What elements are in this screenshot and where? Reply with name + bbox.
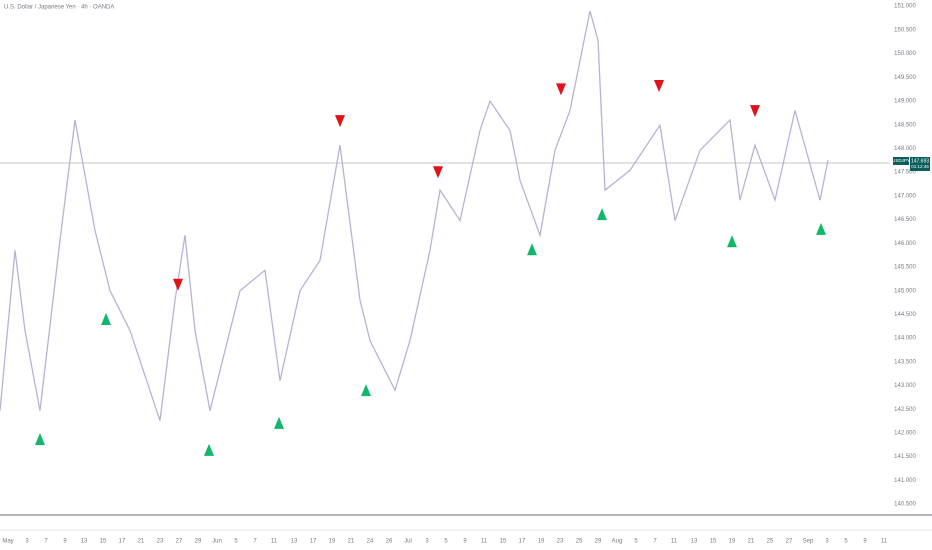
x-tick-label: 11 [881, 539, 888, 545]
buy-signal [361, 384, 371, 397]
x-tick-label: 3 [25, 539, 29, 545]
sell-signal [750, 105, 760, 118]
x-tick-label: 25 [576, 539, 583, 545]
sell-signal [173, 278, 183, 291]
x-tick-label: Jun [212, 539, 222, 545]
y-tick-label: 147.000 [894, 193, 916, 199]
x-tick-label: 15 [500, 539, 507, 545]
x-tick-label: 7 [253, 539, 257, 545]
y-tick-label: 145.000 [894, 288, 916, 294]
y-tick-label: 140.500 [894, 502, 916, 508]
x-tick-label: 26 [386, 539, 393, 545]
sell-signal [433, 166, 443, 179]
buy-signal [727, 235, 737, 248]
x-tick-label: 24 [367, 539, 374, 545]
y-tick-label: 145.500 [894, 265, 916, 271]
x-tick-label: 17 [519, 539, 526, 545]
y-tick-label: 149.500 [894, 75, 916, 81]
x-tick-label: 7 [653, 539, 657, 545]
x-tick-label: 21 [348, 539, 355, 545]
x-tick-label: 9 [63, 539, 67, 545]
x-tick-label: 27 [176, 539, 183, 545]
x-tick-label: 5 [844, 539, 848, 545]
y-tick-label: 150.000 [894, 51, 916, 57]
x-tick-label: 5 [634, 539, 638, 545]
sell-signal [335, 115, 345, 128]
price-line [0, 10, 829, 421]
x-tick-label: 25 [767, 539, 774, 545]
x-tick-label: 15 [100, 539, 107, 545]
buy-signal [35, 432, 45, 445]
x-tick-label: 19 [729, 539, 736, 545]
x-tick-label: 23 [157, 539, 164, 545]
buy-signal [101, 312, 111, 325]
x-tick-label: Aug [612, 539, 623, 545]
x-tick-label: 11 [481, 539, 488, 545]
countdown-label: 01:12:46 [911, 164, 929, 169]
x-tick-label: 13 [291, 539, 298, 545]
y-tick-label: 144.000 [894, 336, 916, 342]
x-tick-label: 21 [138, 539, 145, 545]
y-tick-label: 151.000 [894, 4, 916, 10]
x-tick-label: 11 [671, 539, 678, 545]
buy-signal [597, 208, 607, 221]
y-tick-label: 141.000 [894, 478, 916, 484]
y-tick-label: 142.000 [894, 431, 916, 437]
x-tick-label: 19 [329, 539, 336, 545]
x-tick-label: 7 [44, 539, 48, 545]
x-tick-label: 29 [195, 539, 202, 545]
symbol-badge [893, 156, 909, 165]
x-tick-label: 3 [825, 539, 829, 545]
x-tick-label: 13 [81, 539, 88, 545]
buy-signal [204, 443, 214, 456]
y-tick-label: 142.500 [894, 407, 916, 413]
y-tick-label: 144.500 [894, 312, 916, 318]
y-tick-label: 148.500 [894, 122, 916, 128]
y-tick-label: 150.500 [894, 27, 916, 33]
sell-signal [556, 83, 566, 96]
buy-signal [274, 416, 284, 429]
buy-signal [816, 222, 826, 235]
y-tick-label: 143.000 [894, 383, 916, 389]
y-tick-label: 148.000 [894, 146, 916, 152]
x-tick-label: 19 [538, 539, 545, 545]
y-tick-label: 149.000 [894, 99, 916, 105]
y-tick-label: 146.500 [894, 217, 916, 223]
x-tick-label: 29 [595, 539, 602, 545]
x-tick-label: 3 [425, 539, 429, 545]
x-tick-label: 17 [310, 539, 317, 545]
x-tick-label: 9 [463, 539, 467, 545]
sell-signal [654, 79, 664, 92]
price-badge [910, 156, 930, 171]
y-tick-label: 143.500 [894, 359, 916, 365]
x-tick-label: 15 [710, 539, 717, 545]
y-tick-label: 146.000 [894, 241, 916, 247]
x-tick-label: 23 [557, 539, 564, 545]
x-tick-label: 11 [271, 539, 278, 545]
symbol-label: USDJPY [892, 158, 910, 163]
x-tick-label: May [2, 539, 13, 545]
chart-title: U.S. Dollar / Japanese Yen · 4h · OANDA [4, 5, 114, 11]
buy-signal [527, 243, 537, 256]
x-tick-label: 17 [119, 539, 126, 545]
y-tick-label: 141.500 [894, 454, 916, 460]
x-tick-label: 9 [863, 539, 867, 545]
x-tick-label: 13 [691, 539, 698, 545]
y-tick-label: 147.500 [894, 170, 916, 176]
x-tick-label: Sep [803, 539, 814, 545]
x-tick-label: Jul [404, 539, 412, 545]
x-tick-label: 5 [444, 539, 448, 545]
x-tick-label: 21 [748, 539, 755, 545]
x-tick-label: 5 [234, 539, 238, 545]
current-price-label: 147.693 [911, 158, 929, 164]
x-tick-label: 27 [786, 539, 793, 545]
